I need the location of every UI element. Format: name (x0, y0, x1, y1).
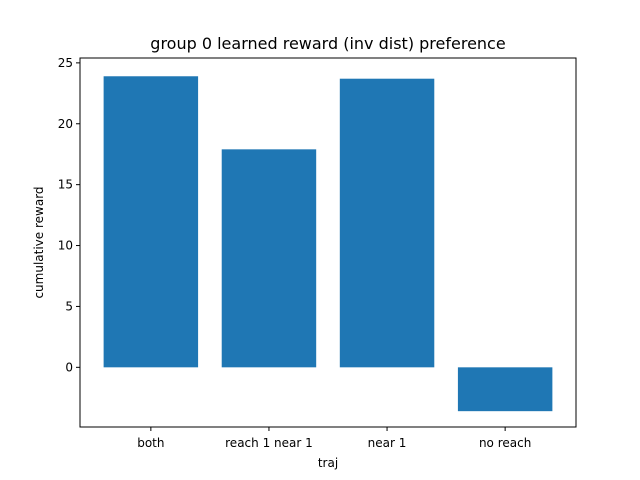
chart-title: group 0 learned reward (inv dist) prefer… (150, 34, 505, 53)
y-tick-label: 25 (58, 56, 73, 70)
y-axis-label: cumulative reward (32, 186, 46, 298)
x-tick-label: both (137, 436, 164, 450)
axes-frame (79, 57, 577, 428)
bar-no-reach (457, 367, 553, 412)
y-tick-label: 20 (58, 117, 73, 131)
y-tick-label: 5 (65, 299, 73, 313)
bar-both (103, 76, 199, 368)
y-tick-label: 10 (58, 239, 73, 253)
bar-near-1 (339, 78, 435, 368)
x-tick-label: no reach (479, 436, 531, 450)
plot-area: both reach 1 near 1 near 1 no reach 0 5 10 15 20… (58, 56, 553, 450)
x-tick-label: reach 1 near 1 (225, 436, 313, 450)
x-tick-label: near 1 (368, 436, 407, 450)
x-axis-label: traj (318, 456, 338, 470)
bar-reach-1-near-1 (221, 149, 317, 368)
y-tick-label: 15 (58, 178, 73, 192)
y-tick-label: 0 (65, 360, 73, 374)
